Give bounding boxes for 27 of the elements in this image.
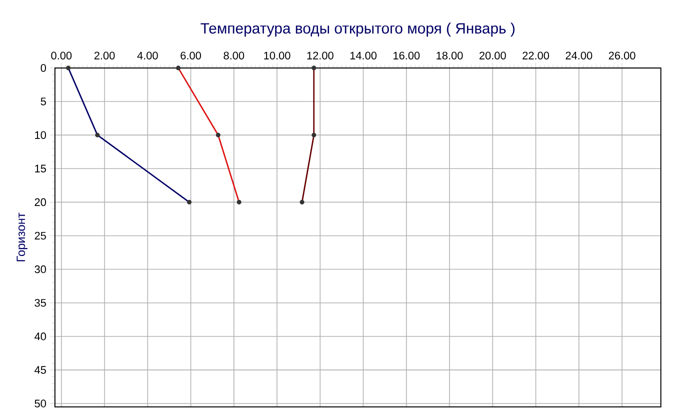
y-tick-label: 35 [34, 299, 46, 307]
x-tick-label: 24.00 [566, 52, 592, 60]
x-tick-label: 20.00 [480, 52, 506, 60]
y-tick-label: 45 [34, 366, 46, 374]
x-tick-label: 12.00 [307, 52, 334, 60]
x-tick-label: 6.00 [180, 52, 201, 60]
x-tick-label: 4.00 [137, 52, 158, 60]
y-tick-label: 40 [34, 332, 46, 340]
y-tick-label: 30 [34, 266, 46, 274]
x-tick-label: 8.00 [224, 52, 244, 60]
y-axis-title: Горизонт [16, 212, 28, 262]
y-tick-label: 20 [34, 198, 46, 206]
y-tick-label: 15 [35, 164, 46, 173]
x-tick-label: 2.00 [94, 52, 115, 60]
y-tick-label: 5 [40, 98, 46, 106]
y-tick-label: 10 [35, 131, 46, 140]
y-tick-label: 25 [34, 232, 46, 240]
y-tick-label: 50 [34, 400, 46, 408]
x-tick-label: 26.00 [608, 52, 636, 60]
x-tick-label: 10.00 [264, 52, 290, 60]
x-tick-label: 18.00 [436, 52, 463, 60]
y-tick-label: 0 [40, 64, 46, 72]
x-tick-label: 22.00 [522, 52, 550, 60]
x-tick-label: 16.00 [394, 52, 420, 60]
x-tick-label: 14.00 [350, 52, 377, 60]
chart-title: Температура воды открытого моря ( Январь ) [200, 22, 515, 37]
x-tick-label: 0.00 [51, 52, 72, 60]
